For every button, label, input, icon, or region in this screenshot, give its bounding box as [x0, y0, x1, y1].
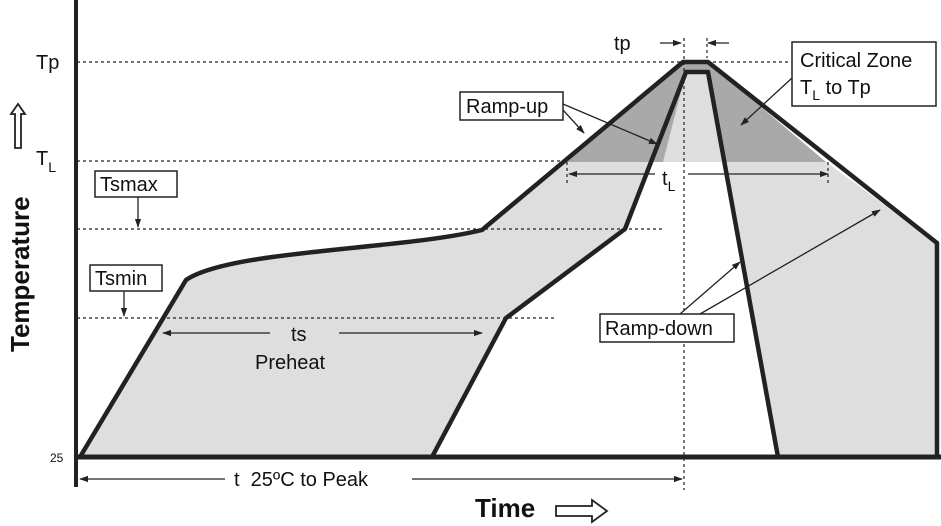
ramp-up-pointer-1 [562, 109, 585, 134]
ts-label: ts [291, 324, 307, 346]
critical-zone-line1: Critical Zone [800, 50, 912, 72]
hollow-right-arrow-icon [555, 498, 609, 524]
peak-time-label: t 25ºC to Peak [234, 469, 369, 491]
ramp-down-label: Ramp-down [605, 318, 713, 340]
ramp-down-box [599, 313, 735, 343]
ramp-up-box [459, 91, 564, 121]
critical-zone-box [791, 41, 937, 107]
y-tick-tp: Tp [36, 52, 59, 74]
ramp-up-label: Ramp-up [466, 96, 548, 118]
tsmin-label: Tsmin [95, 268, 147, 290]
y-tick-tl: TL [36, 148, 56, 175]
max-profile-line [78, 59, 940, 459]
ramp-down-pointer-1 [679, 261, 741, 315]
max-profile-region [80, 72, 937, 457]
y-tick-base: 25 [50, 451, 64, 465]
tl-interval-label: tL [662, 168, 676, 194]
tsmax-box [94, 170, 178, 198]
tp-interval-label: tp [614, 33, 631, 55]
tsmax-label: Tsmax [100, 174, 158, 196]
critical-zone-line2: TL to Tp [800, 77, 871, 103]
hollow-up-arrow-icon [9, 102, 27, 149]
x-axis-title: Time [475, 493, 535, 523]
ramp-down-pointer-2 [699, 209, 881, 315]
preheat-label: Preheat [255, 352, 325, 374]
min-profile-line [430, 69, 781, 459]
critical-zone-pointer [740, 77, 793, 126]
tsmin-box [89, 264, 163, 292]
y-axis-title: Temperature [5, 196, 35, 352]
ramp-up-pointer-2 [562, 103, 658, 145]
